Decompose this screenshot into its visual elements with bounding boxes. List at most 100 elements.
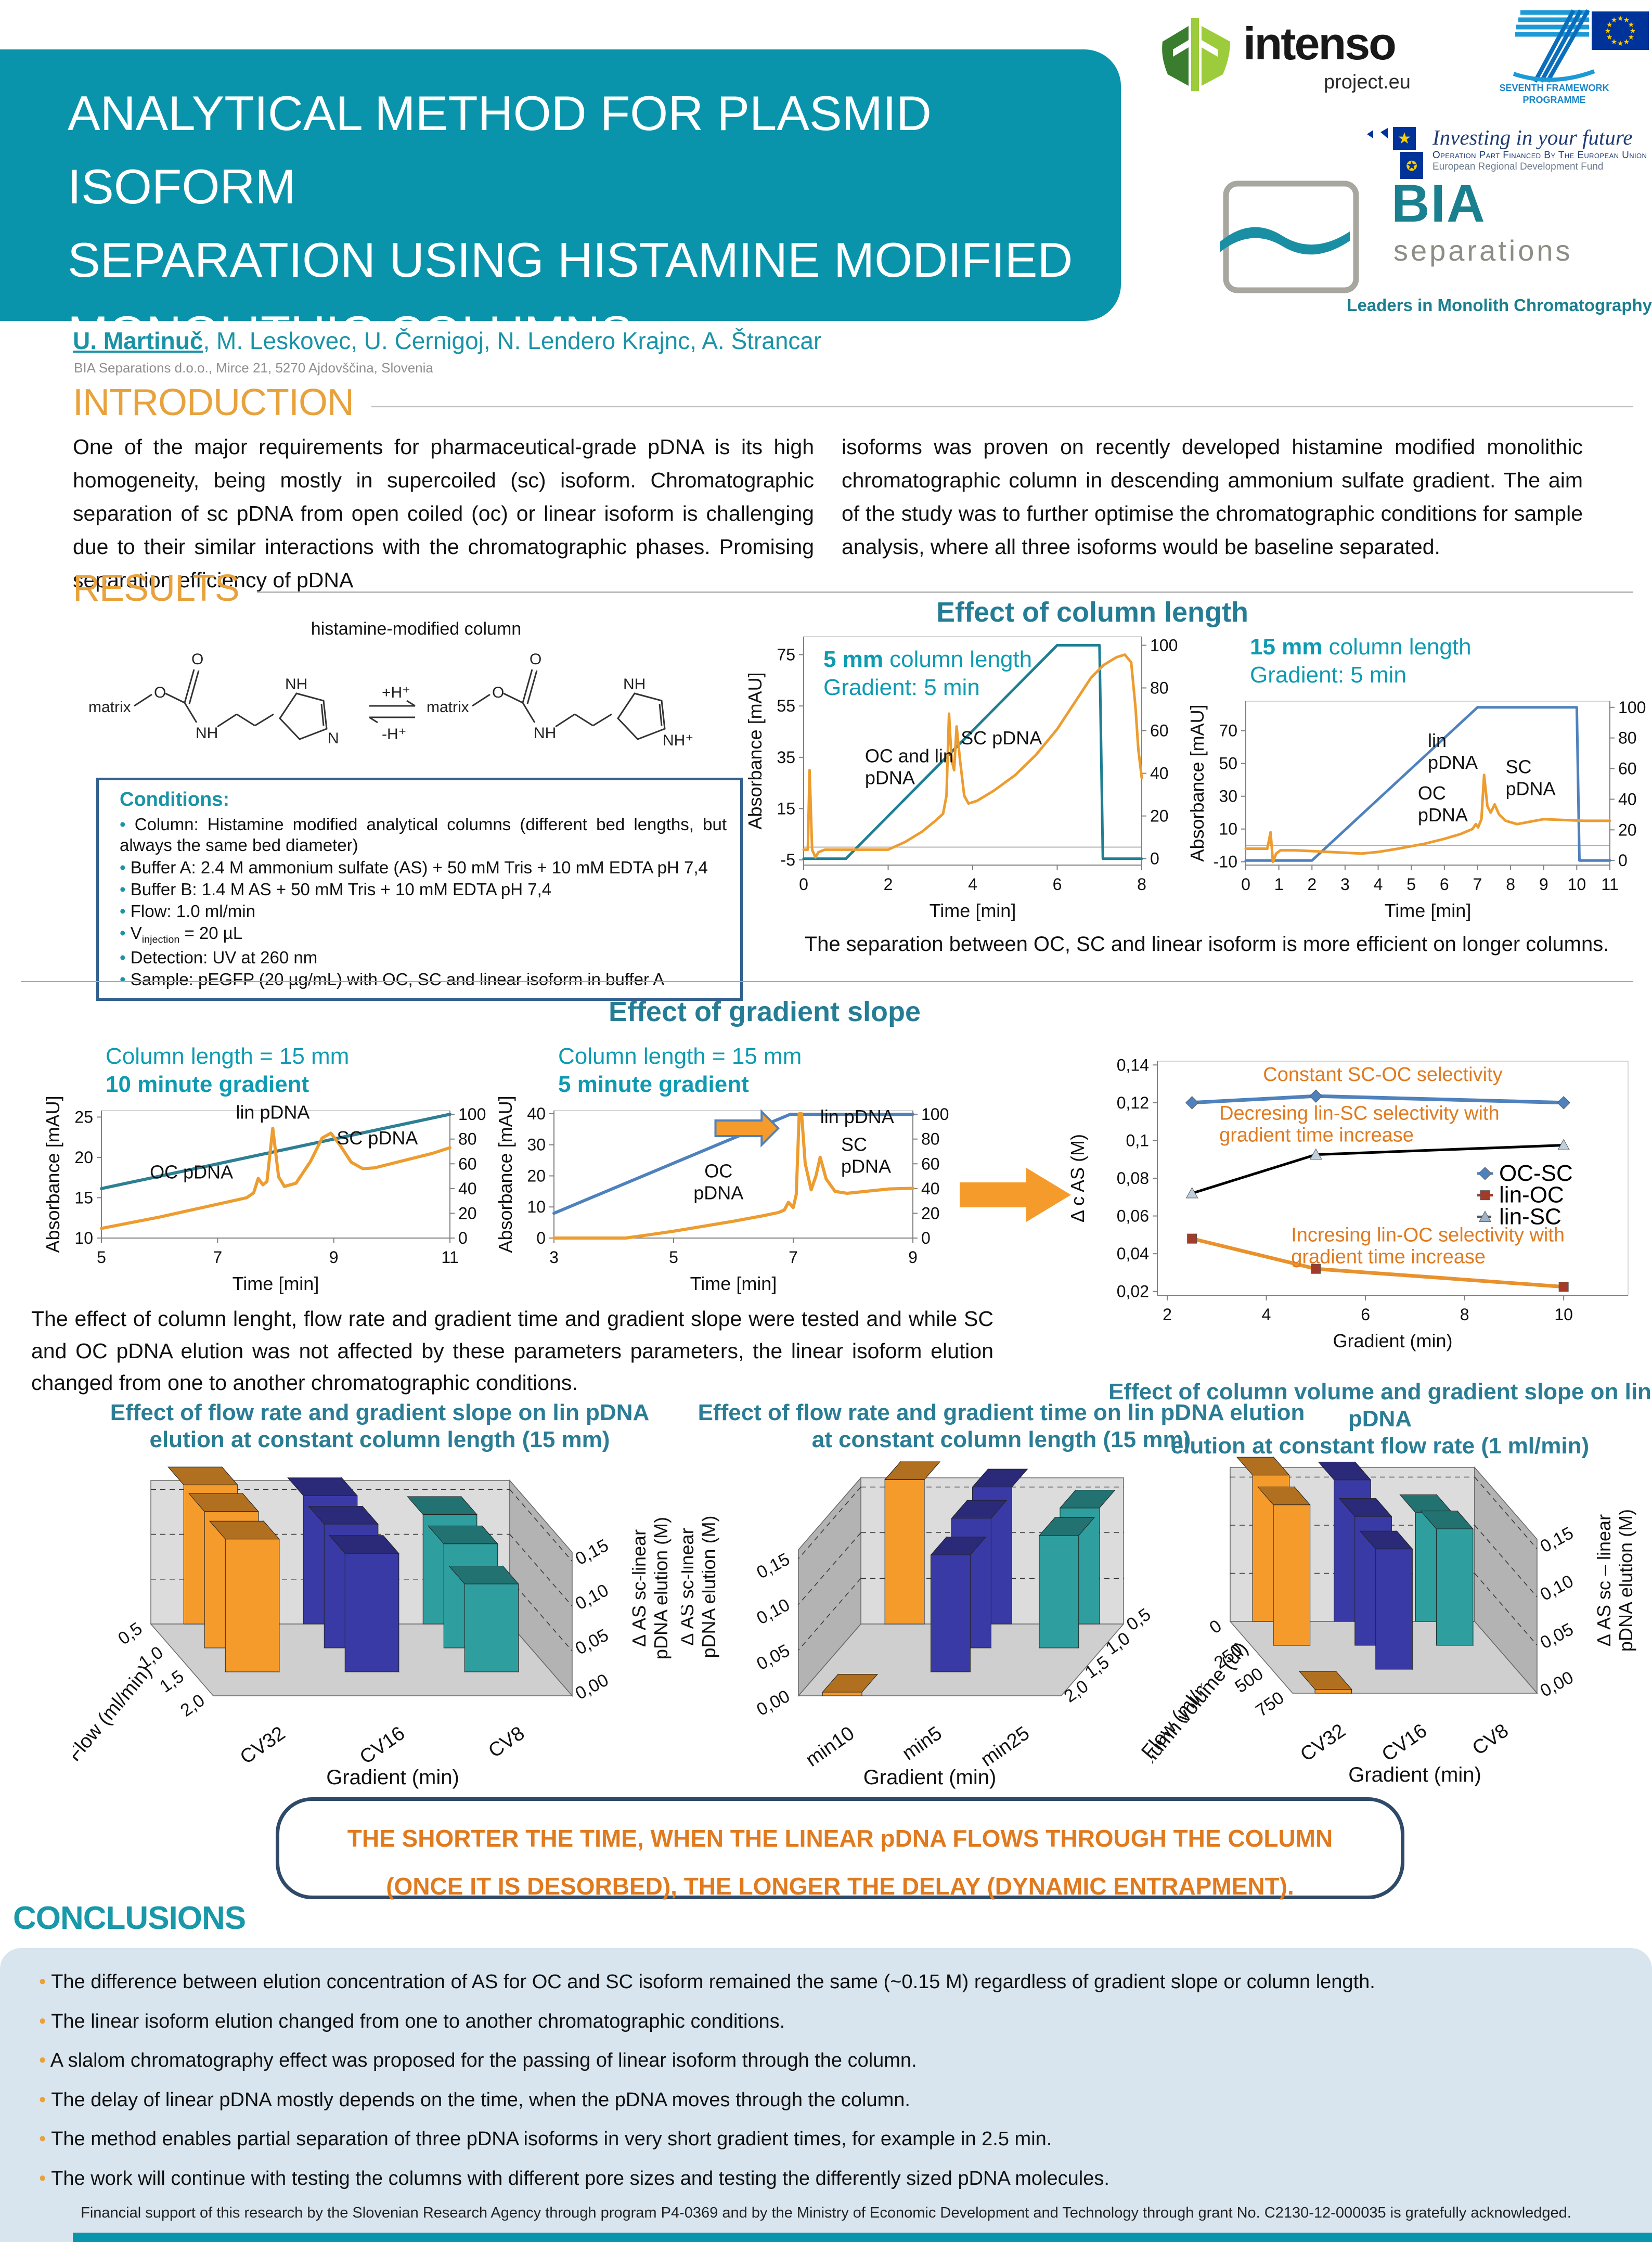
svg-text:0,02: 0,02 (1117, 1282, 1149, 1301)
svg-text:0,15: 0,15 (753, 1549, 793, 1583)
svg-text:60: 60 (1618, 759, 1637, 778)
svg-text:matrix: matrix (88, 699, 131, 716)
chemistry-scheme: histamine-modified column (78, 619, 754, 772)
effect-gradient-slope-heading: Effect of gradient slope (608, 996, 921, 1027)
svg-text:Absorbance [mAU]: Absorbance [mAU] (42, 1096, 63, 1253)
list-item: Sample: pEGFP (20 µg/mL) with OC, SC and… (120, 969, 727, 990)
svg-text:-H⁺: -H⁺ (382, 726, 407, 743)
svg-text:4: 4 (968, 875, 977, 894)
svg-text:6: 6 (1361, 1305, 1370, 1324)
svg-text:Column volume (ul): Column volume (ul) (1152, 1638, 1253, 1783)
svg-text:OC pDNA: OC pDNA (150, 1161, 233, 1182)
svg-text:20: 20 (74, 1148, 93, 1167)
list-item: Buffer B: 1.4 M AS + 50 mM Tris + 10 mM … (120, 879, 727, 900)
svg-text:NH: NH (285, 676, 307, 693)
svg-text:★: ★ (1617, 39, 1624, 47)
svg-text:20: 20 (1618, 820, 1637, 839)
svg-text:0,08: 0,08 (1117, 1169, 1149, 1188)
affiliation: BIA Separations d.o.o., Mirce 21, 5270 A… (74, 360, 433, 376)
svg-text:★: ★ (1628, 33, 1635, 41)
svg-text:3: 3 (549, 1248, 559, 1267)
title-block: ANALYTICAL METHOD FOR PLASMID ISOFORM SE… (0, 49, 1121, 360)
intenso-logo: intenso project.eu (1152, 13, 1506, 101)
bia-icon (1220, 181, 1359, 293)
svg-text:0: 0 (458, 1229, 468, 1247)
svg-text:10 minute gradient: 10 minute gradient (106, 1072, 309, 1097)
svg-text:80: 80 (458, 1130, 477, 1149)
svg-text:15: 15 (74, 1188, 93, 1207)
svg-text:NH: NH (623, 676, 646, 693)
mid-paragraph: The effect of column lenght, flow rate a… (31, 1307, 993, 1395)
svg-text:0,10: 0,10 (753, 1595, 793, 1629)
svg-text:3: 3 (1340, 875, 1350, 894)
svg-text:0: 0 (799, 875, 808, 894)
intenso-leaf-icon (1162, 18, 1230, 91)
svg-text:10: 10 (1568, 875, 1586, 894)
svg-text:70: 70 (1219, 721, 1237, 740)
svg-text:-5: -5 (781, 851, 795, 869)
svg-text:★: ★ (1617, 14, 1624, 22)
svg-text:750: 750 (1252, 1687, 1287, 1721)
svg-text:Column length = 15 mm: Column length = 15 mm (558, 1043, 802, 1069)
conditions-list: Column: Histamine modified analytical co… (120, 814, 727, 990)
svg-text:5: 5 (669, 1248, 678, 1267)
svg-text:4: 4 (1262, 1305, 1271, 1324)
svg-text:20: 20 (1150, 807, 1169, 826)
list-item: Vinjection = 20 µL (120, 923, 727, 946)
svg-text:0,05: 0,05 (753, 1641, 793, 1674)
svg-text:Absorbance [mAU]: Absorbance [mAU] (1186, 704, 1208, 861)
bottom-bar (73, 2233, 1652, 2242)
svg-text:0: 0 (536, 1229, 546, 1247)
svg-text:★: ★ (1398, 130, 1412, 147)
poster-title: ANALYTICAL METHOD FOR PLASMID ISOFORM SE… (68, 86, 1073, 360)
svg-text:0: 0 (1241, 875, 1250, 894)
svg-text:min25: min25 (977, 1722, 1034, 1771)
svg-text:8: 8 (1506, 875, 1515, 894)
svg-text:Decresing lin-SC selectivity: Decresing lin-SC selectivity with gradien… (1219, 1103, 1500, 1146)
funding-footer: Financial support of this research by th… (81, 2205, 1571, 2221)
svg-text:7: 7 (789, 1248, 798, 1267)
svg-text:10: 10 (1219, 820, 1237, 839)
conclusions-heading: CONCLUSIONS (13, 1900, 246, 1936)
svg-text:Column length = 15 mm: Column length = 15 mm (106, 1043, 349, 1069)
svg-text:2: 2 (1163, 1305, 1172, 1324)
svg-text:Δ AS sc-linearpDNA elution (M: Δ AS sc-linearpDNA elution (M) (681, 1515, 719, 1658)
svg-text:CV16: CV16 (1378, 1720, 1431, 1766)
svg-text:6: 6 (1440, 875, 1449, 894)
list-item: The method enables partial separation of… (39, 2128, 1621, 2150)
investing-title: Investing in your future (1432, 125, 1633, 149)
svg-text:NH⁺: NH⁺ (663, 732, 693, 749)
svg-text:2,0: 2,0 (177, 1690, 209, 1720)
svg-text:0: 0 (921, 1229, 931, 1247)
svg-text:5 minute gradient: 5 minute gradient (558, 1072, 749, 1097)
svg-text:0,5: 0,5 (1123, 1604, 1155, 1634)
svg-text:★: ★ (1630, 27, 1636, 35)
svg-text:4: 4 (1374, 875, 1383, 894)
svg-text:0: 0 (1150, 849, 1159, 868)
svg-text:Δ AS sc – linearpDNA elution (: Δ AS sc – linearpDNA elution (M) (1593, 1509, 1636, 1652)
chromatogram-5mm-chart: 0 2 4 6 8 -5 15 35 55 75 0 20 40 60 80 100 Time [min] Abs… (744, 636, 1178, 921)
svg-text:Gradient (min): Gradient (min) (326, 1766, 459, 1789)
svg-text:1: 1 (1274, 875, 1284, 894)
svg-text:★: ★ (1623, 37, 1630, 46)
gradient-10min-chart: 5 7 9 11 10 15 20 25 0 20 40 60 80 100 Time [min] Absor… (42, 1043, 486, 1294)
svg-text:min10: min10 (802, 1722, 858, 1771)
list-item: The difference between elution concentra… (39, 1971, 1621, 1993)
investing-sub2: European Regional Development Fund (1432, 161, 1604, 172)
svg-text:SC pDNA: SC pDNA (337, 1127, 418, 1149)
svg-text:80: 80 (921, 1130, 940, 1149)
authors-rest: , M. Leskovec, U. Černigoj, N. Lendero K… (203, 327, 822, 354)
section-divider (21, 981, 1633, 982)
svg-text:N: N (328, 730, 339, 747)
list-item: The linear isoform elution changed from … (39, 2011, 1621, 2033)
svg-text:0,00: 0,00 (572, 1670, 612, 1704)
svg-text:NH: NH (196, 725, 218, 742)
svg-text:0,05: 0,05 (1537, 1619, 1577, 1653)
